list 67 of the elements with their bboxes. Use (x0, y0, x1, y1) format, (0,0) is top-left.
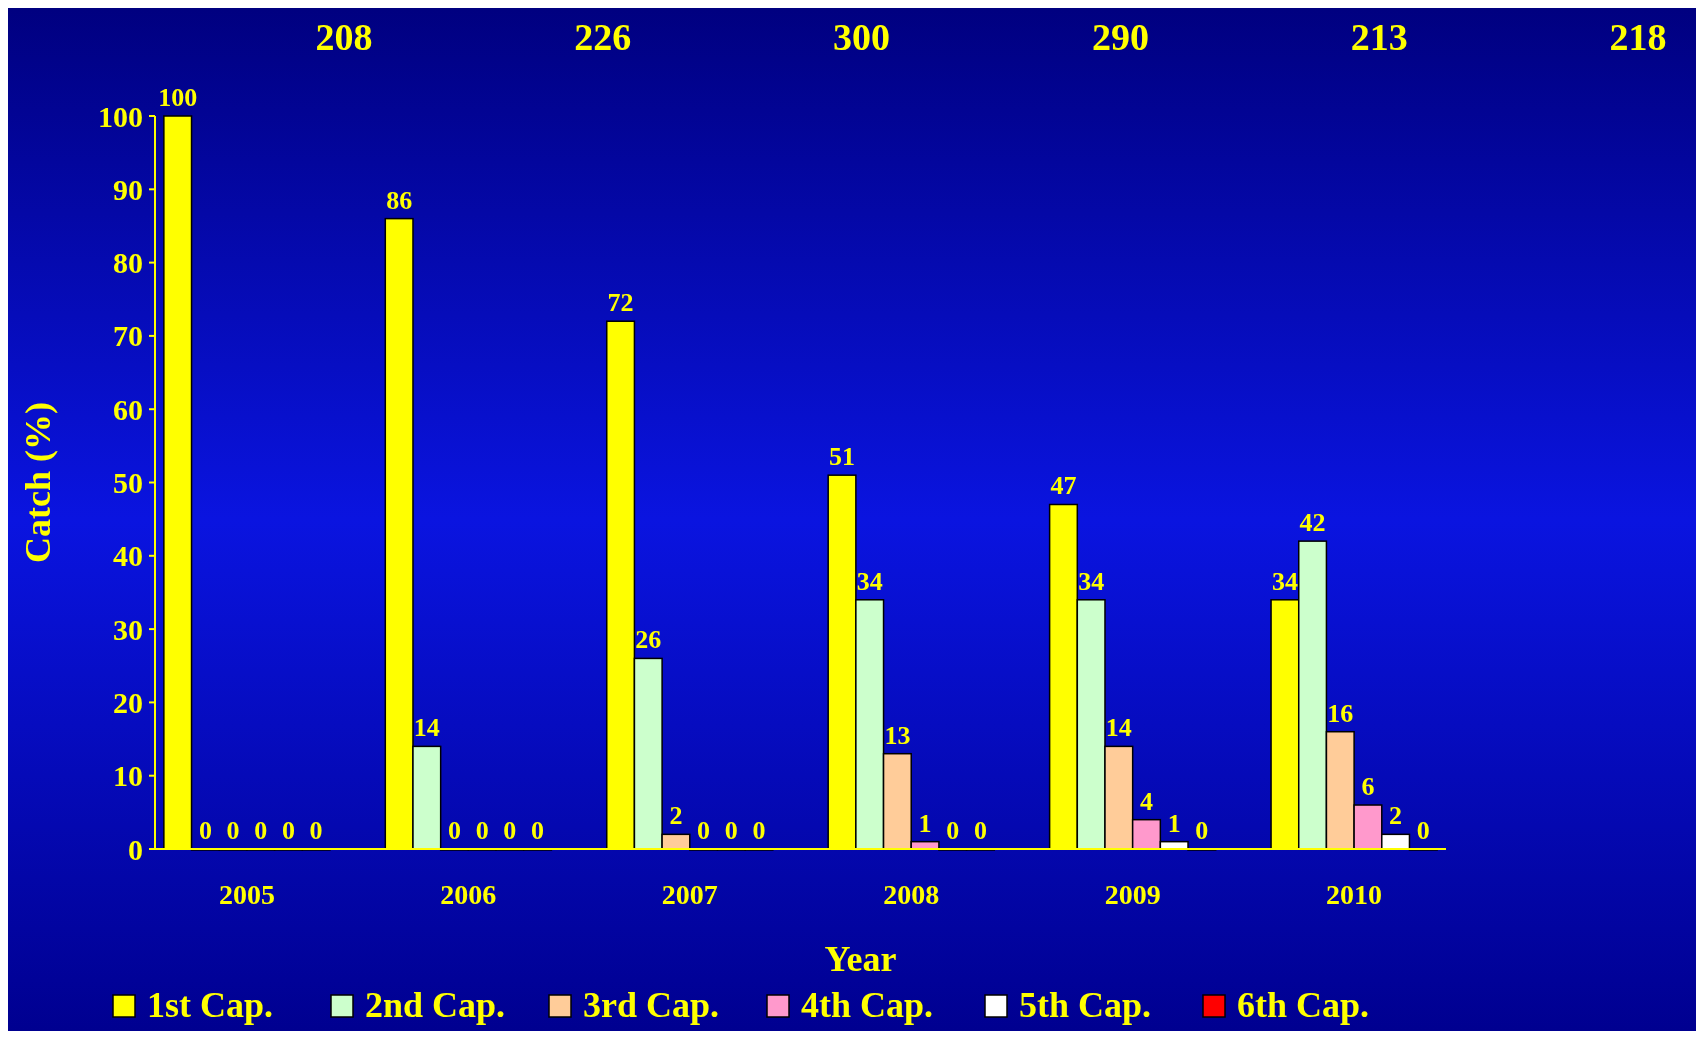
y-tick-label: 90 (113, 172, 143, 206)
data-label: 34 (856, 566, 883, 596)
data-label: 0 (1416, 816, 1430, 845)
data-label: 47 (1050, 471, 1077, 501)
y-tick-label: 100 (98, 99, 143, 133)
data-label: 34 (1078, 566, 1105, 596)
y-tick-label: 80 (113, 246, 143, 280)
data-label: 72 (607, 288, 634, 318)
data-label: 0 (475, 816, 489, 845)
legend-label: 2nd Cap. (365, 985, 506, 1025)
data-label: 0 (1195, 816, 1209, 845)
text: 290 (1091, 16, 1149, 58)
data-label: 4 (1140, 786, 1153, 816)
text: 218 (1609, 16, 1667, 58)
x-tick-label: 2006 (440, 879, 497, 910)
legend-label: 6th Cap. (1237, 985, 1370, 1025)
x-tick-label: 2007 (661, 879, 718, 910)
data-label: 13 (884, 720, 911, 750)
y-tick-label: 10 (113, 759, 143, 793)
legend-label: 1st Cap. (147, 985, 274, 1025)
data-label: 42 (1299, 508, 1326, 538)
x-axis-title: Year (824, 939, 897, 979)
data-label: 0 (254, 816, 268, 845)
data-label: 0 (973, 816, 987, 845)
data-label: 0 (531, 816, 545, 845)
text: 226 (574, 16, 632, 58)
x-tick-label: 2010 (1326, 879, 1383, 910)
y-tick-label: 70 (113, 319, 143, 353)
data-label: 0 (946, 816, 960, 845)
text: 213 (1350, 16, 1408, 58)
data-label: 1 (918, 808, 932, 838)
data-label: 0 (724, 816, 738, 845)
data-label: 0 (448, 816, 461, 845)
data-label: 2 (669, 801, 683, 831)
data-label: 100 (158, 83, 198, 112)
data-label: 86 (386, 185, 413, 215)
data-label: 14 (413, 713, 440, 743)
data-label: 6 (1361, 772, 1375, 802)
data-label: 34 (1271, 566, 1298, 596)
data-label: 0 (281, 816, 295, 845)
data-label: 0 (503, 816, 517, 845)
data-label: 0 (697, 816, 711, 845)
data-label: 26 (635, 625, 662, 655)
x-tick-label: 2005 (218, 879, 275, 910)
data-label: 0 (226, 816, 240, 845)
y-tick-label: 0 (128, 832, 143, 866)
y-axis-title: Catch (%) (18, 402, 58, 563)
y-tick-label: 20 (113, 685, 143, 719)
data-label: 16 (1327, 698, 1354, 728)
legend-label: 5th Cap. (1019, 985, 1152, 1025)
data-label: 2 (1389, 801, 1403, 831)
legend-label: 3rd Cap. (583, 985, 720, 1025)
text: 208 (315, 16, 373, 58)
data-label: 0 (198, 816, 212, 845)
legend-label: 4th Cap. (801, 985, 934, 1025)
data-label: 1 (1167, 808, 1181, 838)
data-label: 0 (752, 816, 766, 845)
data-label: 51 (829, 442, 856, 472)
text: 300 (833, 16, 891, 58)
data-label: 14 (1105, 713, 1132, 743)
y-tick-label: 50 (113, 466, 143, 499)
y-tick-label: 40 (113, 539, 143, 573)
x-tick-label: 2009 (1104, 879, 1161, 910)
x-tick-label: 2008 (883, 879, 940, 910)
data-label: 0 (309, 816, 323, 845)
y-tick-label: 60 (113, 392, 143, 426)
y-tick-label: 30 (113, 612, 143, 646)
